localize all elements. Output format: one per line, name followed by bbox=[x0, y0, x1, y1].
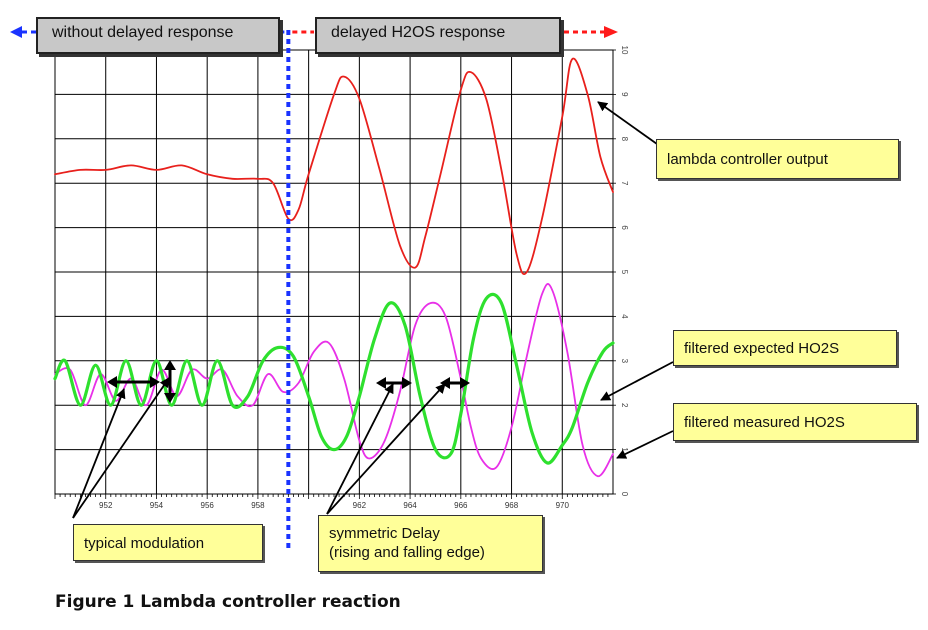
leader-delay-1 bbox=[326, 383, 394, 515]
x-tick-label: 956 bbox=[201, 501, 215, 510]
callout-lambda-output-text: lambda controller output bbox=[667, 151, 828, 168]
callout-symmetric-delay-line1: symmetric Delay bbox=[329, 525, 440, 542]
y-tick-label: 0 bbox=[620, 492, 629, 497]
figure-caption: Figure 1 Lambda controller reaction bbox=[55, 592, 401, 612]
modulation-vertical-head-down bbox=[164, 393, 176, 403]
callout-symmetric-delay: symmetric Delay (rising and falling edge… bbox=[318, 515, 543, 572]
callout-expected-ho2s: filtered expected HO2S bbox=[673, 330, 897, 366]
annotation-overlay bbox=[10, 26, 674, 552]
x-tick-label: 962 bbox=[353, 501, 367, 510]
modulation-vertical-head-up bbox=[164, 360, 176, 370]
callout-typical-modulation: typical modulation bbox=[73, 524, 263, 561]
x-tick-label: 958 bbox=[251, 501, 265, 510]
region-label-without-delay: without delayed response bbox=[36, 17, 280, 54]
callout-symmetric-delay-line2: (rising and falling edge) bbox=[329, 544, 485, 561]
x-tick-label: 954 bbox=[150, 501, 164, 510]
series-line-filtered-measured-ho2s bbox=[54, 283, 614, 478]
x-tick-label: 964 bbox=[403, 501, 417, 510]
y-tick-label: 4 bbox=[620, 314, 629, 319]
leader-delay-2 bbox=[326, 383, 446, 515]
series-line-filtered-expected-ho2s bbox=[53, 292, 615, 465]
callout-expected-ho2s-text: filtered expected HO2S bbox=[684, 340, 840, 357]
y-tick-label: 8 bbox=[620, 137, 629, 142]
region-label-delayed: delayed H2OS response bbox=[315, 17, 561, 54]
y-tick-label: 7 bbox=[620, 181, 629, 186]
y-tick-label: 1 bbox=[620, 447, 629, 452]
delay-span-arrow-1-head-right bbox=[402, 377, 412, 389]
delay-span-arrow-2-head-right bbox=[460, 377, 470, 389]
plot-series bbox=[53, 57, 615, 478]
y-tick-label: 10 bbox=[620, 46, 629, 55]
right-region-arrowhead bbox=[604, 26, 618, 38]
leader-modulation-1 bbox=[72, 388, 126, 519]
region-label-delayed-text: delayed H2OS response bbox=[331, 24, 506, 41]
y-tick-label: 6 bbox=[620, 225, 629, 230]
leader-modulation-2 bbox=[72, 377, 170, 519]
callout-measured-ho2s: filtered measured HO2S bbox=[673, 403, 917, 441]
axis-ticks: 952 954 956 958 962 964 966 968 970 0 1 2 3 4 5 6 7 8 9 10 bbox=[54, 46, 629, 510]
callout-measured-ho2s-text: filtered measured HO2S bbox=[684, 414, 845, 431]
y-tick-label: 5 bbox=[620, 270, 629, 275]
left-region-arrowhead bbox=[10, 26, 22, 38]
modulation-span-arrow-head-left bbox=[107, 376, 117, 388]
callout-typical-modulation-text: typical modulation bbox=[84, 535, 205, 552]
delay-span-arrow-2-head-left bbox=[440, 377, 450, 389]
modulation-span-arrow-head-right bbox=[150, 376, 160, 388]
leader-lambda-output bbox=[597, 101, 658, 145]
x-tick-label: 968 bbox=[505, 501, 519, 510]
series-line-lambda-controller-output bbox=[54, 57, 614, 276]
leader-measured-ho2s bbox=[616, 430, 674, 459]
delay-span-arrow-1-head-left bbox=[376, 377, 386, 389]
x-tick-label: 966 bbox=[454, 501, 468, 510]
plot-grid bbox=[54, 49, 614, 495]
leader-expected-ho2s bbox=[600, 361, 674, 401]
x-tick-label: 970 bbox=[556, 501, 570, 510]
callout-lambda-output: lambda controller output bbox=[656, 139, 899, 179]
y-tick-label: 9 bbox=[620, 92, 629, 97]
y-tick-label: 2 bbox=[620, 403, 629, 408]
x-tick-label: 952 bbox=[99, 501, 113, 510]
region-label-without-delay-text: without delayed response bbox=[52, 24, 234, 41]
y-tick-label: 3 bbox=[620, 359, 629, 364]
